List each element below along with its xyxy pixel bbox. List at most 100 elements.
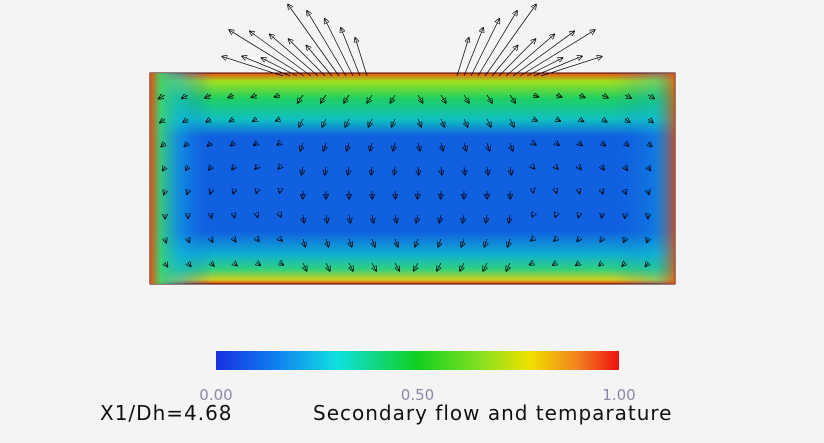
vector: [577, 239, 579, 242]
vector: [647, 95, 654, 99]
vector: [463, 94, 469, 103]
vector: [186, 167, 188, 170]
vector: [394, 166, 395, 175]
vector: [207, 143, 211, 146]
vector: [602, 191, 603, 194]
vector: [625, 191, 626, 194]
vector: [348, 166, 349, 175]
vector: [601, 95, 608, 98]
vector: [300, 142, 303, 151]
vector: [326, 214, 327, 223]
vector: [228, 95, 235, 98]
vector: [487, 166, 488, 175]
vector: [355, 38, 368, 77]
vector: [509, 214, 510, 223]
vector: [578, 215, 579, 218]
vector: [252, 119, 257, 121]
vector: [533, 56, 582, 77]
vector: [306, 45, 333, 77]
vector: [234, 215, 235, 218]
colorbar-tick-label: 0.00: [199, 386, 232, 404]
vector: [553, 263, 556, 265]
vector: [158, 95, 166, 99]
vector: [648, 191, 649, 195]
vector: [322, 118, 326, 127]
vector: [188, 263, 191, 266]
vector: [625, 167, 627, 170]
vector: [206, 119, 211, 122]
vector: [625, 143, 629, 146]
vector: [414, 262, 418, 271]
colorbar-tick-label: 0.50: [401, 386, 434, 404]
vector: [456, 38, 469, 77]
vector: [303, 262, 307, 271]
vector: [418, 166, 419, 175]
vector: [417, 94, 423, 103]
vector: [269, 34, 319, 77]
vector: [233, 191, 234, 194]
vector: [303, 214, 304, 223]
vector: [372, 262, 376, 271]
colorbar: [216, 351, 619, 370]
vector: [526, 58, 563, 77]
vector: [234, 263, 237, 266]
vector: [576, 263, 579, 266]
vector: [556, 191, 557, 193]
vector: [229, 30, 305, 77]
vector: [325, 166, 326, 175]
vector: [288, 39, 326, 77]
vector: [599, 263, 602, 266]
vector: [371, 166, 372, 175]
vector: [602, 167, 604, 170]
vector: [187, 191, 188, 194]
vector: [540, 56, 602, 77]
vector: [648, 143, 652, 147]
vector: [464, 142, 466, 151]
vector: [509, 94, 515, 103]
vector: [301, 166, 303, 175]
vector: [234, 239, 236, 242]
vector: [344, 94, 350, 103]
vector: [321, 94, 327, 103]
vector: [437, 262, 441, 271]
vector: [439, 214, 441, 223]
vector: [533, 119, 537, 121]
vector: [277, 143, 280, 145]
vector: [390, 94, 396, 103]
vector: [624, 95, 631, 98]
vector: [486, 94, 492, 103]
vector: [188, 239, 189, 242]
vector: [462, 214, 464, 223]
vector: [556, 143, 559, 145]
vector: [349, 214, 350, 223]
vector: [368, 118, 372, 127]
vector: [602, 119, 607, 122]
vector: [554, 239, 556, 241]
vector: [184, 143, 188, 146]
vector: [349, 262, 353, 271]
vector: [367, 94, 373, 103]
vector: [531, 239, 533, 241]
vector: [464, 118, 468, 127]
caption-left: X1/Dh=4.68: [100, 401, 233, 425]
vector: [345, 118, 349, 127]
vector: [211, 239, 213, 242]
vector: [349, 238, 352, 247]
vector: [298, 94, 304, 103]
vector: [519, 30, 595, 77]
vector: [484, 4, 536, 77]
vector: [250, 31, 312, 77]
vector: [323, 142, 326, 151]
vector: [255, 167, 257, 169]
vector: [395, 238, 398, 247]
vector: [578, 95, 585, 98]
vector: [278, 167, 280, 169]
vector: [205, 95, 212, 98]
vector: [257, 215, 258, 217]
vector: [257, 263, 260, 265]
vector: [299, 118, 303, 127]
vector: [417, 190, 418, 199]
flow-vectors: [158, 4, 654, 271]
vector: [165, 263, 168, 267]
